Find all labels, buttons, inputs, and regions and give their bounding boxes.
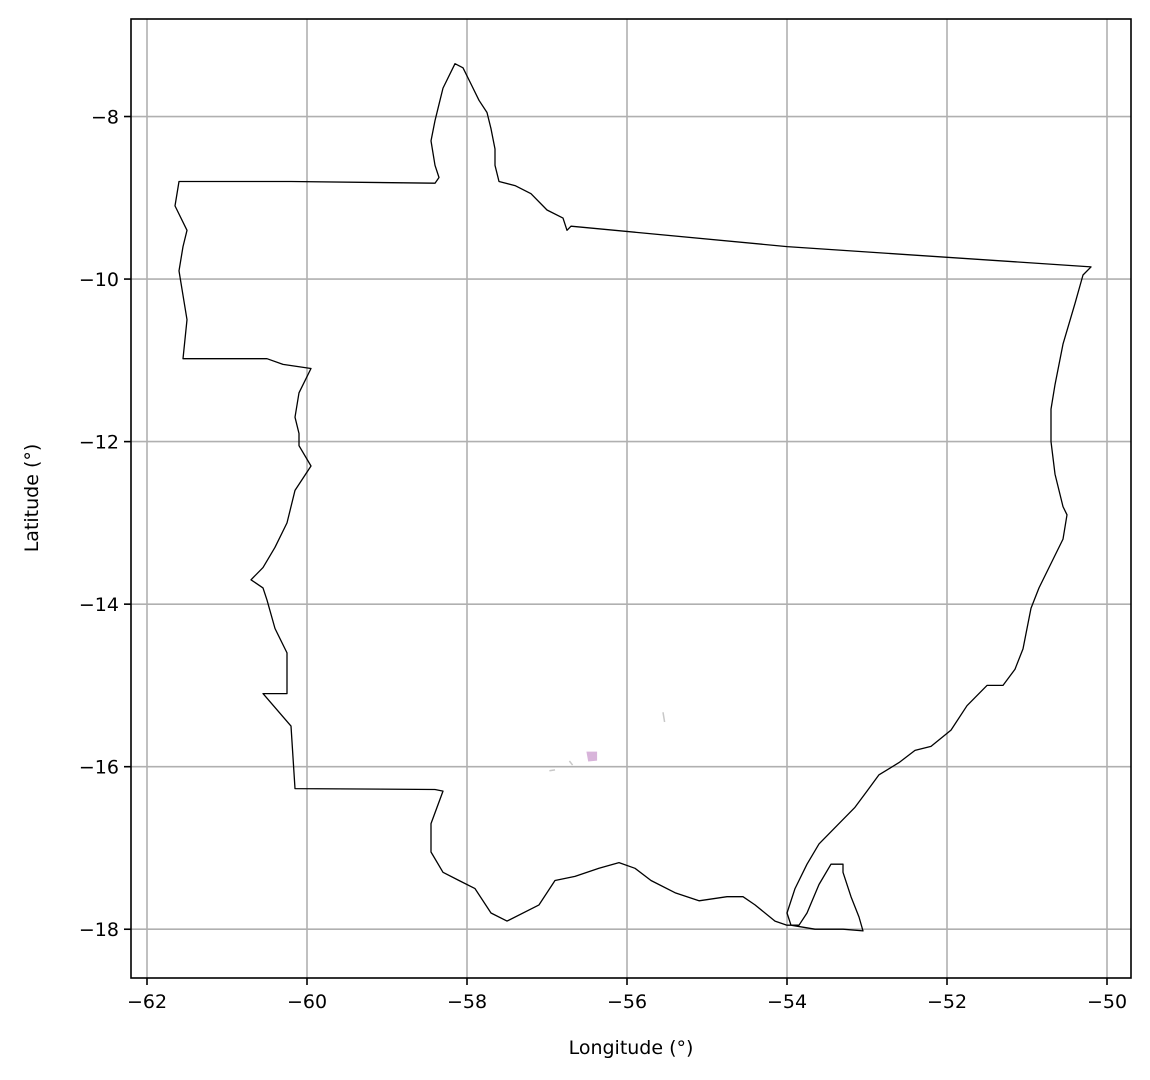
axis-ticks: −62 −60 −58 −56 −54 −52 −50 −8 −10 −12 −14 −16 −18 [79,107,1127,1013]
x-tick-label: −50 [1087,991,1127,1013]
y-tick-label: −14 [79,594,119,616]
grid-lines [131,19,1131,978]
x-tick-label: −52 [927,991,967,1013]
map-minor-feature [549,769,556,772]
map-minor-feature [568,760,574,766]
x-tick-label: −58 [447,991,487,1013]
x-tick-label: −56 [607,991,647,1013]
map-features [174,63,1092,932]
plot-frame [130,18,1132,979]
x-tick-label: −54 [767,991,807,1013]
map-minor-feature [662,712,666,723]
y-tick-label: −10 [79,269,119,291]
y-axis-label: Latitude (°) [21,444,43,553]
x-axis-label: Longitude (°) [569,1037,694,1059]
x-tick-label: −60 [287,991,327,1013]
y-tick-label: −16 [79,757,119,779]
y-tick-label: −18 [79,919,119,941]
x-tick-label: −62 [127,991,167,1013]
y-tick-label: −12 [79,432,119,454]
region-boundary [174,63,1092,932]
map-minor-feature [586,751,598,762]
y-tick-label: −8 [91,107,119,129]
